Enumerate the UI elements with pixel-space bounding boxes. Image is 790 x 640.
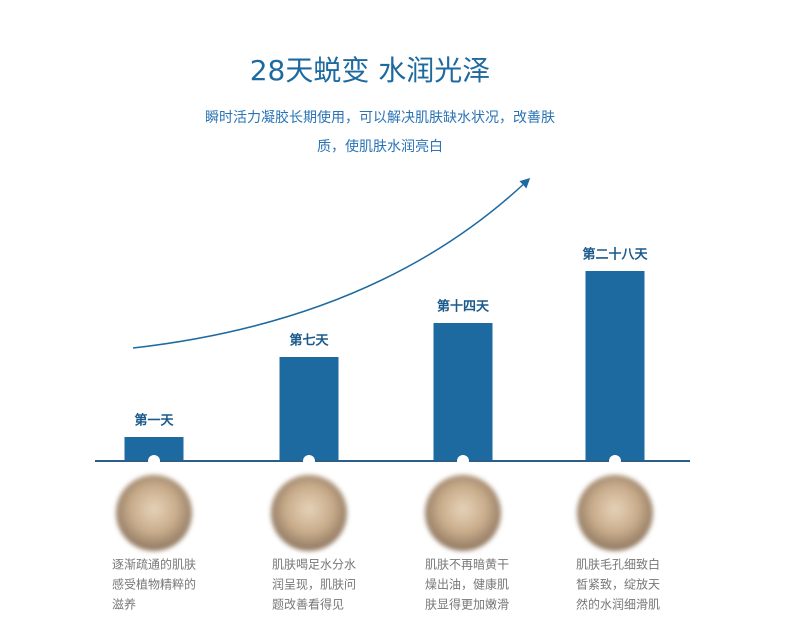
- trend-arrow: [132, 177, 531, 349]
- baseline-dot: [148, 455, 160, 467]
- subtitle-line: 瞬时活力凝胶长期使用，可以解决肌肤缺水状况，改善肤: [205, 109, 555, 126]
- description-line: 滋养: [112, 597, 136, 612]
- description-line: 肌肤喝足水分水: [272, 557, 356, 572]
- baseline-dot: [609, 455, 621, 467]
- skin-photo: [425, 475, 501, 551]
- bar: [433, 323, 493, 460]
- description-line: 肤显得更加嫩滑: [425, 597, 509, 612]
- bar-label: 第一天: [134, 413, 174, 429]
- description-line: 燥出油，健康肌: [425, 577, 509, 592]
- description-line: 润呈现，肌肤问: [272, 577, 356, 592]
- description-line: 然的水润细滑肌: [576, 597, 660, 612]
- description-line: 肌肤不再暗黄干: [425, 557, 509, 572]
- description-line: 题改善看得见: [272, 597, 344, 612]
- description-line: 感受植物精粹的: [112, 577, 196, 592]
- bar-label: 第十四天: [437, 299, 490, 315]
- description-line: 逐渐疏通的肌肤: [112, 557, 196, 572]
- baseline-dot: [303, 455, 315, 467]
- skin-photo: [271, 475, 347, 551]
- description-line: 肌肤毛孔细致白: [576, 557, 660, 572]
- baseline-dot: [457, 455, 469, 467]
- title: 28天蜕变 水润光泽: [250, 54, 491, 87]
- skin-photo: [577, 475, 653, 551]
- bar: [279, 357, 339, 460]
- bar: [124, 437, 184, 460]
- description-line: 皙紧致，绽放天: [576, 577, 660, 592]
- skin-photo: [116, 475, 192, 551]
- bar: [585, 271, 645, 460]
- bar-label: 第七天: [289, 333, 329, 349]
- subtitle-line: 质，使肌肤水润亮白: [317, 138, 443, 155]
- bar-label: 第二十八天: [582, 247, 648, 263]
